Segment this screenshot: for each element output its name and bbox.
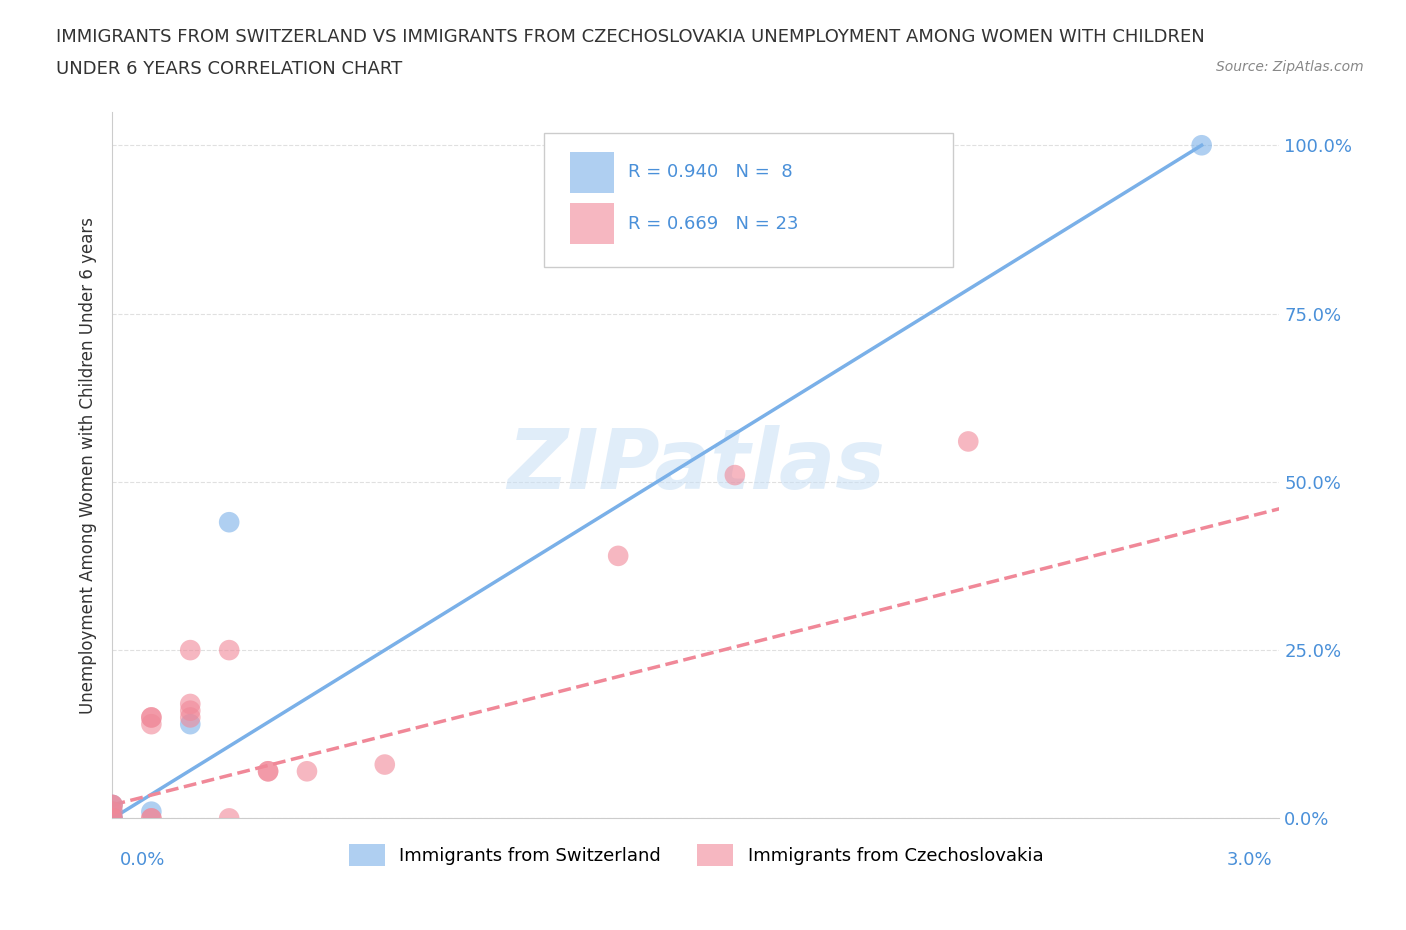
Point — [374, 757, 396, 772]
Point — [179, 697, 201, 711]
Text: UNDER 6 YEARS CORRELATION CHART: UNDER 6 YEARS CORRELATION CHART — [56, 60, 402, 78]
Point — [141, 710, 163, 724]
Point — [141, 717, 163, 732]
Point — [101, 798, 124, 813]
Text: ZIPatlas: ZIPatlas — [508, 424, 884, 506]
Legend: Immigrants from Switzerland, Immigrants from Czechoslovakia: Immigrants from Switzerland, Immigrants … — [342, 836, 1050, 873]
Text: 3.0%: 3.0% — [1227, 851, 1272, 869]
Point — [101, 798, 124, 813]
Y-axis label: Unemployment Among Women with Children Under 6 years: Unemployment Among Women with Children U… — [79, 217, 97, 713]
Text: R = 0.669   N = 23: R = 0.669 N = 23 — [628, 215, 799, 233]
Point — [218, 811, 240, 826]
Text: 0.0%: 0.0% — [120, 851, 165, 869]
Point — [101, 804, 124, 819]
Point — [607, 549, 630, 564]
Point — [101, 811, 124, 826]
Point — [218, 643, 240, 658]
Bar — [569, 204, 614, 245]
Point — [218, 515, 240, 530]
Point — [141, 804, 163, 819]
Point — [1191, 138, 1213, 153]
Point — [257, 764, 280, 778]
Point — [257, 764, 280, 778]
Point — [724, 468, 747, 483]
Point — [101, 811, 124, 826]
Point — [141, 710, 163, 724]
Point — [101, 811, 124, 826]
Point — [141, 811, 163, 826]
Point — [957, 434, 980, 449]
Point — [179, 717, 201, 732]
Point — [141, 811, 163, 826]
Point — [179, 703, 201, 718]
Text: R = 0.940   N =  8: R = 0.940 N = 8 — [628, 164, 793, 181]
FancyBboxPatch shape — [544, 133, 953, 267]
Text: Source: ZipAtlas.com: Source: ZipAtlas.com — [1216, 60, 1364, 74]
Point — [101, 798, 124, 813]
Point — [101, 804, 124, 819]
Point — [101, 811, 124, 826]
Bar — [569, 152, 614, 193]
Text: IMMIGRANTS FROM SWITZERLAND VS IMMIGRANTS FROM CZECHOSLOVAKIA UNEMPLOYMENT AMONG: IMMIGRANTS FROM SWITZERLAND VS IMMIGRANT… — [56, 28, 1205, 46]
Point — [179, 643, 201, 658]
Point — [295, 764, 318, 778]
Point — [179, 710, 201, 724]
